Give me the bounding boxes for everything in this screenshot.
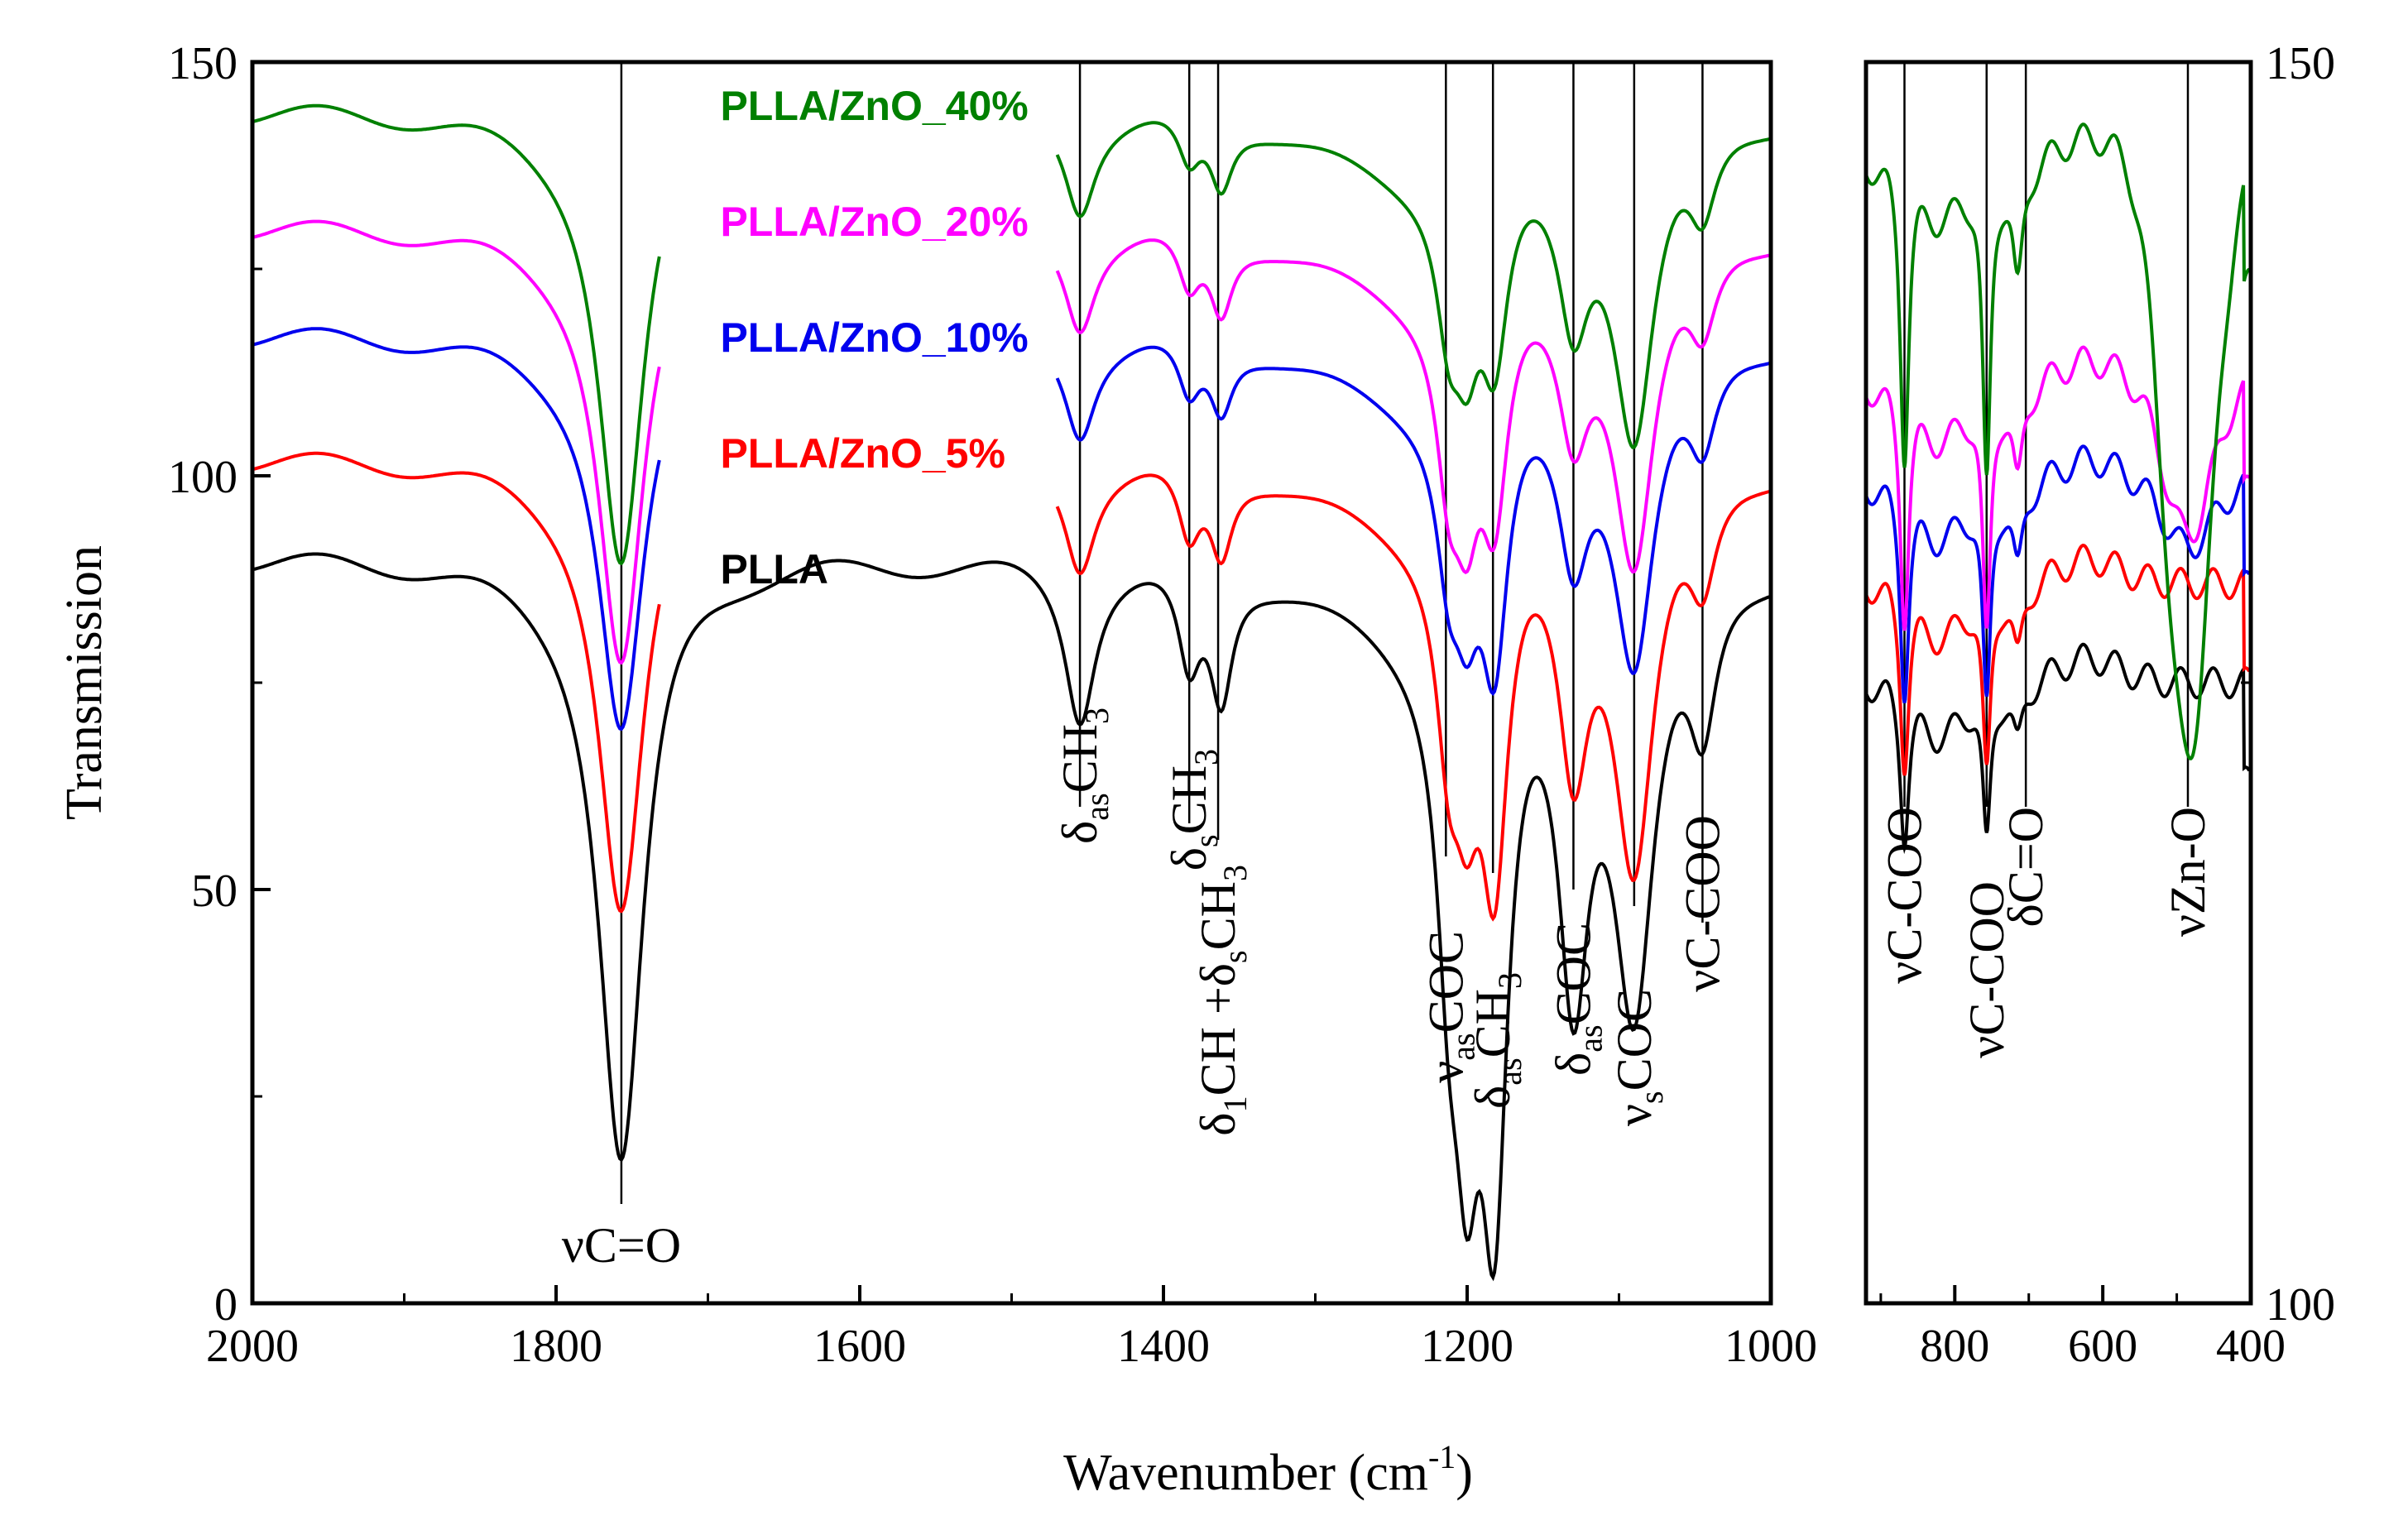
x-tick-label-1800: 1800 [510,1321,602,1372]
right-y-tick-label-100: 100 [2266,1279,2335,1331]
annotation-3: δ1CH +δsCH3 [1191,865,1254,1136]
right-series-line-plla-zno-20 [1864,345,2251,631]
right-y-tick-label-150: 150 [2266,38,2335,89]
annotation-3-part: CH +δ [1191,963,1245,1096]
right-x-tick-label-800: 800 [1920,1321,1989,1372]
series-line-plla-zno-5-seg0 [252,451,661,914]
annotation-1-part: δ [1053,821,1107,844]
right-annotation-1: νC-COO [1959,881,2014,1058]
annotation-4-part: COC [1418,931,1473,1033]
series-line-plla-zno-40-seg0 [252,103,661,566]
right-annotation-2: δC=O [1998,807,2053,927]
series-line-plla-zno-10-seg0 [252,327,661,731]
left-panel-frame [250,60,1773,1306]
annotation-8-part: νC-COO [1675,815,1729,992]
legend-label-plla-zno-40: PLLA/ZnO_40% [720,83,1028,129]
series-line-plla-zno-5-seg1 [1055,473,1772,922]
legend-label-plla-zno-20: PLLA/ZnO_20% [720,199,1028,245]
annotation-4-sub: as [1444,1033,1481,1060]
series-line-plla-seg0 [252,552,1772,1282]
series-line-plla-zno-10-seg1 [1055,345,1772,697]
annotation-3-sub: 3 [1216,865,1254,881]
x-tick-label-1200: 1200 [1421,1321,1513,1372]
annotation-1-sub: 3 [1078,707,1115,724]
x-axis-title-close: ) [1456,1445,1473,1501]
annotation-8: νC-COO [1675,815,1729,992]
right-series-line-plla-zno-10 [1864,444,2251,703]
x-tick-label-1000: 1000 [1724,1321,1817,1372]
left-panel-series [252,103,1772,1282]
x-axis-title-sup: -1 [1428,1438,1456,1475]
series-line-plla-zno-20-seg1 [1055,238,1772,575]
annotation-6-part: δ [1546,1053,1600,1076]
right-series-line-plla-zno-5 [1864,544,2251,776]
series-line-plla-zno-20-seg0 [252,219,661,665]
annotation-6: δasCOC [1546,923,1609,1076]
annotation-2-part: CH [1162,765,1216,834]
annotation-2-sub: 3 [1187,749,1225,765]
y-tick-label-50: 50 [191,866,237,917]
annotation-3-part: δ [1191,1112,1245,1135]
y-tick-label-100: 100 [168,452,237,503]
annotation-7: νsCOC [1607,989,1670,1126]
annotation-6-sub: as [1571,1024,1609,1052]
y-tick-label-150: 150 [168,38,237,89]
x-tick-label-1400: 1400 [1117,1321,1210,1372]
annotation-7-sub: s [1633,1091,1670,1104]
right-x-tick-label-400: 400 [2216,1321,2286,1372]
annotation-3-sub: s [1216,950,1254,963]
annotation-5-part: CH [1465,989,1520,1058]
right-panel-frame [1864,60,2253,1306]
annotation-1-sub: as [1078,793,1115,820]
annotation-5-sub: 3 [1491,972,1528,989]
annotation-2-part: δ [1162,847,1216,871]
legend: PLLA/ZnO_40% PLLA/ZnO_20% PLLA/ZnO_10% PLLA… [720,83,1028,592]
annotation-2: δsCH3 [1162,749,1225,871]
right-series-line-plla [1864,642,2251,855]
annotation-5-sub: as [1491,1058,1528,1085]
right-panel-series [1864,122,2251,855]
annotation-1-part: CH [1053,724,1107,793]
right-annotation-0: νC-COO [1878,807,1932,984]
annotation-3-part: CH [1191,881,1245,950]
y-tick-label-0: 0 [214,1279,237,1331]
annotation-5-part: δ [1465,1086,1520,1109]
annotation-7-part: COC [1607,989,1662,1091]
annotation-nuco: νC=O [562,1218,681,1273]
right-annotation-3: νZn-O [2161,807,2215,937]
x-tick-label-1600: 1600 [813,1321,906,1372]
x-axis-title-main: Wavenumber (cm [1063,1445,1428,1501]
right-x-tick-label-600: 600 [2068,1321,2137,1372]
x-tick-label-2000: 2000 [206,1321,299,1372]
annotation-3-sub: 1 [1216,1096,1254,1112]
annotation-1: δasCH3 [1053,707,1115,844]
annotation-5: δasCH3 [1465,972,1528,1109]
x-axis-title: Wavenumber (cm-1) [1063,1438,1473,1501]
annotation-2-sub: s [1187,834,1225,847]
y-axis-title: Transmission [56,545,113,820]
series-line-plla-zno-40-seg1 [1055,121,1772,449]
annotation-6-part: COC [1546,923,1600,1024]
annotation-4: νasCOC [1418,931,1481,1083]
right-series-line-plla-zno-40 [1864,122,2251,760]
legend-label-plla-zno-5: PLLA/ZnO_5% [720,430,1005,477]
annotation-7-part: ν [1607,1104,1662,1126]
legend-label-plla: PLLA [720,546,828,592]
legend-label-plla-zno-10: PLLA/ZnO_10% [720,314,1028,361]
left-panel-ticks: 2000 1800 1600 1400 1200 1000 0 50 100 150 [168,38,1817,1372]
annotation-4-part: ν [1418,1061,1473,1083]
